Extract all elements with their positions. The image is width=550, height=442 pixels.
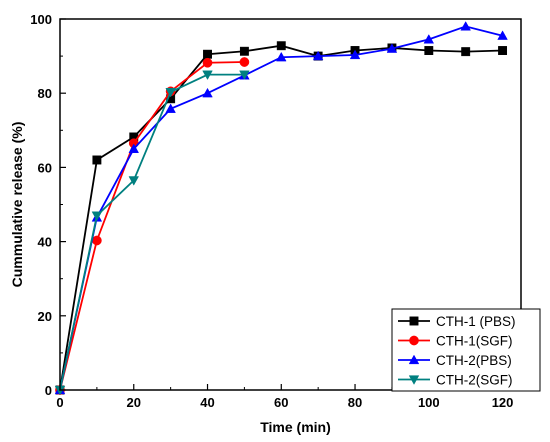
- legend-label: CTH-1 (PBS): [436, 314, 516, 329]
- data-point-cth-1-sgf: [239, 57, 250, 67]
- x-tick-label: 40: [200, 395, 214, 410]
- y-axis-label: Cummulative release (%): [9, 122, 25, 288]
- data-point-cth-2-pbs: [497, 30, 508, 40]
- data-point-cth-2-sgf: [202, 70, 213, 80]
- data-point-cth-2-pbs: [349, 49, 361, 60]
- x-tick-label: 100: [418, 395, 440, 410]
- data-point-cth-1-pbs: [239, 46, 249, 56]
- series-layer: [54, 21, 508, 396]
- data-point-cth-1-pbs: [203, 49, 212, 59]
- data-point-cth-2-pbs: [460, 21, 471, 31]
- legend-marker: [408, 375, 420, 385]
- y-tick-label: 40: [38, 235, 52, 250]
- legend-label: CTH-2(SGF): [436, 373, 513, 388]
- x-tick-label: 120: [492, 395, 514, 410]
- y-tick-label: 100: [30, 12, 52, 27]
- legend-marker: [409, 316, 419, 326]
- legend-label: CTH-1(SGF): [436, 334, 513, 349]
- data-point-cth-1-pbs: [92, 155, 102, 165]
- y-tick-label: 80: [38, 86, 52, 101]
- legend-item-cth-1-sgf: CTH-1(SGF): [398, 334, 513, 349]
- legend-item-cth-2-pbs: CTH-2(PBS): [398, 353, 512, 368]
- data-point-cth-2-pbs: [312, 50, 324, 61]
- data-point-cth-1-sgf: [92, 235, 102, 246]
- data-point-cth-1-pbs: [461, 47, 471, 57]
- x-tick-label: 80: [348, 395, 362, 410]
- tick-labels: 0 20 40 60 80 100 120 0 20 40 60 80 100: [30, 12, 513, 410]
- x-tick-label: 60: [274, 395, 288, 410]
- data-point-cth-2-sgf: [239, 70, 250, 80]
- series-cth-2-sgf: [54, 70, 250, 396]
- data-point-cth-2-sgf: [128, 176, 140, 186]
- data-point-cth-2-pbs: [386, 43, 398, 53]
- data-point-cth-2-pbs: [165, 103, 176, 113]
- legend-marker: [409, 335, 419, 346]
- x-tick-label: 20: [127, 395, 141, 410]
- legend-marker: [408, 354, 420, 365]
- data-point-cth-2-pbs: [128, 143, 140, 153]
- series-cth-1-sgf: [55, 57, 250, 395]
- data-point-cth-2-pbs: [202, 87, 213, 98]
- x-axis-label: Time (min): [260, 419, 331, 435]
- data-point-cth-2-sgf: [165, 87, 176, 98]
- data-point-cth-2-pbs: [423, 34, 435, 44]
- legend-item-cth-2-sgf: CTH-2(SGF): [398, 373, 513, 388]
- series-line-cth-1-sgf: [59, 61, 245, 391]
- plot-frame: [59, 18, 522, 391]
- data-point-cth-2-sgf: [91, 211, 103, 221]
- data-point-cth-2-pbs: [276, 51, 287, 62]
- y-tick-label: 20: [38, 309, 52, 324]
- data-point-cth-1-sgf: [202, 57, 213, 68]
- series-line-cth-2-sgf: [59, 73, 245, 391]
- legend-label: CTH-2(PBS): [436, 353, 512, 368]
- legend: CTH-1 (PBS) CTH-1(SGF) CTH-2(PBS) CTH-2(SGF…: [391, 308, 541, 392]
- x-tick-label: 0: [56, 395, 63, 410]
- y-tick-label: 60: [38, 160, 52, 175]
- data-point-cth-1-pbs: [424, 46, 434, 55]
- y-tick-label: 0: [45, 383, 52, 398]
- legend-item-cth-1-pbs: CTH-1 (PBS): [398, 314, 516, 329]
- data-point-cth-1-pbs: [498, 46, 508, 55]
- data-point-cth-1-pbs: [276, 41, 286, 51]
